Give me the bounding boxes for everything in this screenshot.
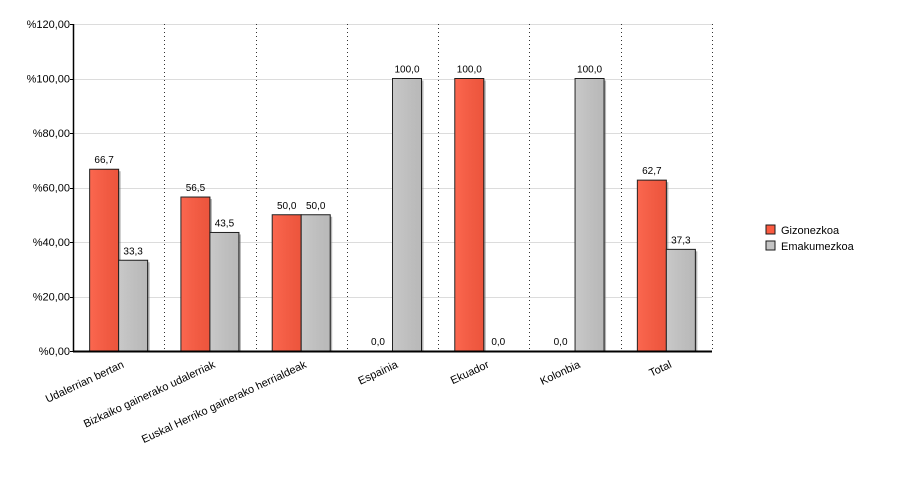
legend-label: Gizonezkoa	[781, 225, 840, 237]
data-label: 0,0	[371, 337, 385, 348]
data-label: 0,0	[554, 337, 568, 348]
data-label: 100,0	[577, 65, 602, 76]
legend: Gizonezkoa Emakumezkoa	[765, 224, 855, 253]
data-label: 62,7	[642, 166, 662, 177]
y-tick-label: %40,00	[33, 237, 70, 249]
x-tick-label: Kolonbia	[538, 358, 583, 387]
data-label: 0,0	[491, 337, 505, 348]
x-tick-label: Espainia	[356, 358, 400, 387]
data-label: 66,7	[94, 155, 114, 166]
x-tick-label: Euskal Herriko gainerako herrialdeak	[140, 359, 309, 446]
bars	[89, 78, 698, 352]
data-label: 37,3	[671, 235, 691, 246]
data-label: 50,0	[277, 201, 297, 212]
data-label: 43,5	[215, 218, 235, 229]
bar-highlight	[575, 78, 605, 351]
data-label: 56,5	[186, 183, 206, 194]
x-tick-label: Ekuador	[449, 359, 492, 387]
data-label: 100,0	[394, 65, 419, 76]
bar-highlight	[89, 169, 119, 351]
data-label: 100,0	[457, 65, 482, 76]
x-tick-label: Total	[647, 359, 673, 380]
legend-label: Emakumezkoa	[781, 241, 855, 253]
y-tick-label: %80,00	[33, 128, 70, 140]
axes: %0,00 %20,00 %40,00 %60,00 %80,00 %100,00 %120…	[27, 19, 712, 358]
legend-swatch	[765, 240, 776, 251]
bar-highlight	[637, 180, 667, 351]
data-label: 33,3	[123, 246, 143, 257]
y-tick-label: %100,00	[27, 74, 70, 86]
bar-highlight	[454, 78, 484, 351]
bar-highlight	[301, 214, 331, 351]
y-tick-label: %60,00	[33, 183, 70, 195]
bar-highlight	[666, 249, 696, 351]
bar-highlight	[209, 232, 239, 351]
data-label: 50,0	[306, 201, 326, 212]
y-tick-label: %120,00	[27, 19, 70, 31]
bar-highlight	[392, 78, 422, 351]
bar-highlight	[272, 214, 302, 351]
bar-highlight	[180, 197, 210, 351]
bar-highlight	[118, 260, 148, 351]
y-tick-label: %0,00	[39, 346, 70, 358]
legend-swatch	[765, 224, 776, 235]
y-tick-label: %20,00	[33, 292, 70, 304]
x-tick-label: Udalerrian bertan	[44, 359, 126, 406]
